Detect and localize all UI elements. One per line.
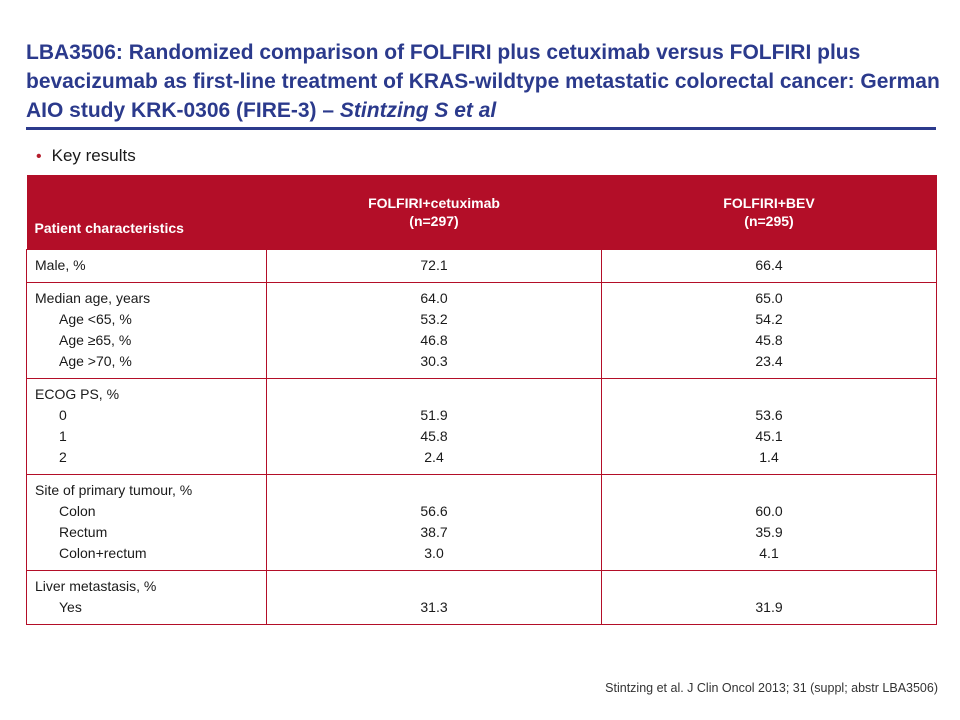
bullet-dot-icon: • <box>36 148 42 165</box>
table-body: Male, % 72.1 66.4 Median age, years Age <65,… <box>26 249 937 625</box>
title-divider <box>26 127 936 130</box>
row-label-cell: ECOG PS, % 0 1 2 <box>26 378 267 475</box>
row-label-cell: Median age, years Age <65, % Age ≥65, % Age… <box>26 282 267 379</box>
cetuximab-value-cell: 56.6 38.7 3.0 <box>266 474 602 571</box>
table-header-row: Patient characteristics FOLFIRI+cetuxima… <box>26 175 937 250</box>
title-authors: Stintzing S et al <box>339 99 497 122</box>
bev-value: 65.0 <box>755 290 783 306</box>
header-bev: FOLFIRI+BEV (n=295) <box>601 175 937 250</box>
row-label-cell: Liver metastasis, % Yes <box>26 570 267 625</box>
table-row: Male, % 72.1 66.4 <box>26 249 937 283</box>
cetuximab-value: 64.0 <box>420 290 448 306</box>
subrow-label: Age >70, % <box>59 353 132 369</box>
bev-value: 4.1 <box>759 545 779 561</box>
bev-value-cell: 53.6 45.1 1.4 <box>601 378 937 475</box>
bev-value: 66.4 <box>755 257 783 273</box>
cetuximab-value-cell: 64.0 53.2 46.8 30.3 <box>266 282 602 379</box>
slide-title: LBA3506: Randomized comparison of FOLFIR… <box>26 38 946 125</box>
row-label-cell: Male, % <box>26 249 267 283</box>
cetuximab-value: 45.8 <box>420 428 448 444</box>
subrow-label: 2 <box>59 449 67 465</box>
header-patient-characteristics: Patient characteristics <box>26 175 267 250</box>
bev-value-cell: 31.9 <box>601 570 937 625</box>
bev-value-cell: 65.0 54.2 45.8 23.4 <box>601 282 937 379</box>
cetuximab-value-cell: 31.3 <box>266 570 602 625</box>
bev-value-cell: 60.0 35.9 4.1 <box>601 474 937 571</box>
table-row: Liver metastasis, % Yes 31.3 31.9 <box>26 570 937 625</box>
subrow-label: Age ≥65, % <box>59 332 132 348</box>
cetuximab-value: 56.6 <box>420 503 448 519</box>
cetuximab-value: 38.7 <box>420 524 448 540</box>
bev-value-cell: 66.4 <box>601 249 937 283</box>
cetuximab-value-cell: 72.1 <box>266 249 602 283</box>
bev-value: 31.9 <box>755 599 783 615</box>
row-label: Liver metastasis, % <box>35 578 157 594</box>
bev-value: 45.8 <box>755 332 783 348</box>
cetuximab-value: 30.3 <box>420 353 448 369</box>
cetuximab-value: 51.9 <box>420 407 448 423</box>
subrow-label: Colon <box>59 503 96 519</box>
table-row: Site of primary tumour, % Colon Rectum Colo… <box>26 474 937 571</box>
results-table: Patient characteristics FOLFIRI+cetuxima… <box>26 175 937 625</box>
cetuximab-value: 3.0 <box>424 545 444 561</box>
cetuximab-value: 46.8 <box>420 332 448 348</box>
bullet-text: Key results <box>51 146 136 165</box>
cetuximab-value: 2.4 <box>424 449 444 465</box>
row-label-cell: Site of primary tumour, % Colon Rectum Colo… <box>26 474 267 571</box>
cetuximab-value: 72.1 <box>420 257 448 273</box>
subrow-label: Yes <box>59 599 82 615</box>
subrow-label: 1 <box>59 428 67 444</box>
bev-value: 35.9 <box>755 524 783 540</box>
cetuximab-value-cell: 51.9 45.8 2.4 <box>266 378 602 475</box>
cetuximab-value: 31.3 <box>420 599 448 615</box>
row-label: ECOG PS, % <box>35 386 120 402</box>
citation: Stintzing et al. J Clin Oncol 2013; 31 (… <box>605 681 938 695</box>
subrow-label: 0 <box>59 407 67 423</box>
subrow-label: Age <65, % <box>59 311 132 327</box>
bev-value: 60.0 <box>755 503 783 519</box>
bullet-item: • Key results <box>36 146 136 166</box>
row-label: Median age, years <box>35 290 151 306</box>
bev-value: 1.4 <box>759 449 779 465</box>
header-cetuximab: FOLFIRI+cetuximab (n=297) <box>266 175 602 250</box>
subrow-label: Rectum <box>59 524 108 540</box>
row-label: Site of primary tumour, % <box>35 482 193 498</box>
cetuximab-value: 53.2 <box>420 311 448 327</box>
bev-value: 53.6 <box>755 407 783 423</box>
title-text: LBA3506: Randomized comparison of FOLFIR… <box>26 41 940 122</box>
row-label: Male, % <box>35 257 86 273</box>
table-row: ECOG PS, % 0 1 2 51.9 45.8 2.4 53.6 45.1 1.4 <box>26 378 937 475</box>
bev-value: 23.4 <box>755 353 783 369</box>
table-row: Median age, years Age <65, % Age ≥65, % Age… <box>26 282 937 379</box>
bev-value: 45.1 <box>755 428 783 444</box>
bev-value: 54.2 <box>755 311 783 327</box>
subrow-label: Colon+rectum <box>59 545 147 561</box>
